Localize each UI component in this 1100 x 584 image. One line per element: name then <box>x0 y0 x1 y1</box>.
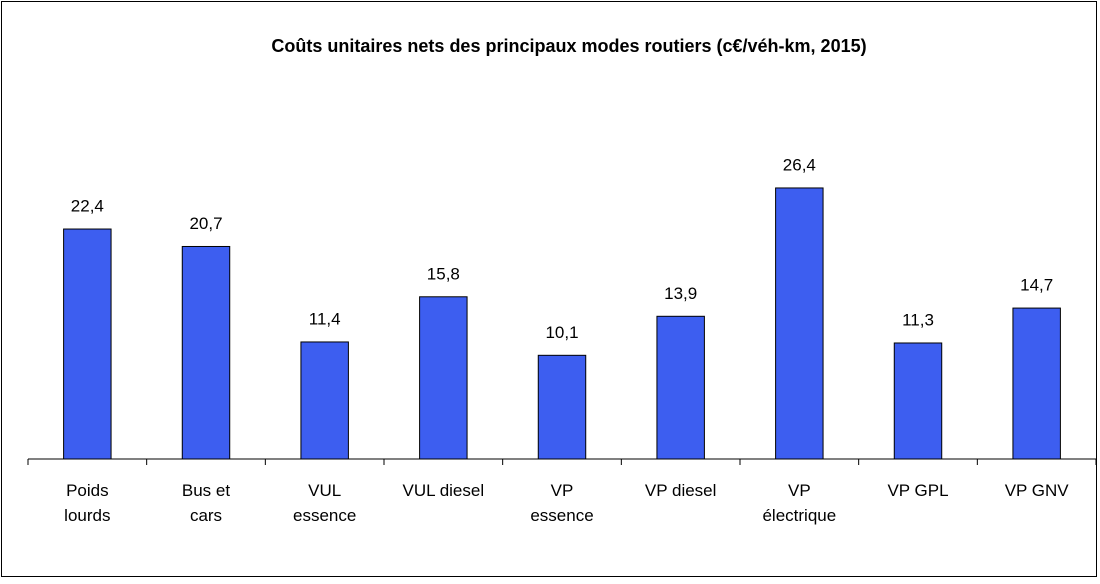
data-label: 15,8 <box>427 264 460 283</box>
data-label: 22,4 <box>71 197 104 216</box>
data-label: 11,4 <box>309 309 341 328</box>
x-tick-label: VUL essence <box>293 481 356 525</box>
bar <box>300 341 349 460</box>
bar <box>181 245 231 460</box>
x-tick-label: VP GPL <box>887 481 948 500</box>
x-tick-label: VUL diesel <box>403 481 485 500</box>
bar <box>63 228 112 460</box>
chart-title: Coûts unitaires nets des principaux mode… <box>271 36 866 56</box>
bar <box>893 342 943 460</box>
x-tick-label: Poids lourds <box>64 481 110 525</box>
data-label: 10,1 <box>545 323 578 342</box>
bar <box>537 354 587 460</box>
x-tick-label: VP diesel <box>645 481 717 500</box>
data-label: 26,4 <box>783 155 816 174</box>
x-tick-label: VP essence <box>530 481 593 525</box>
data-label: 13,9 <box>664 284 697 303</box>
data-label: 11,3 <box>902 310 934 329</box>
bar <box>656 315 705 460</box>
bar <box>419 296 468 460</box>
bar <box>775 187 824 460</box>
bar <box>1012 307 1061 460</box>
data-label: 20,7 <box>189 214 222 233</box>
x-tick-label: VP électrique <box>762 481 836 525</box>
x-tick-label: VP GNV <box>1005 481 1070 500</box>
data-label: 14,7 <box>1020 276 1053 295</box>
x-tick-label: Bus et cars <box>182 481 230 525</box>
